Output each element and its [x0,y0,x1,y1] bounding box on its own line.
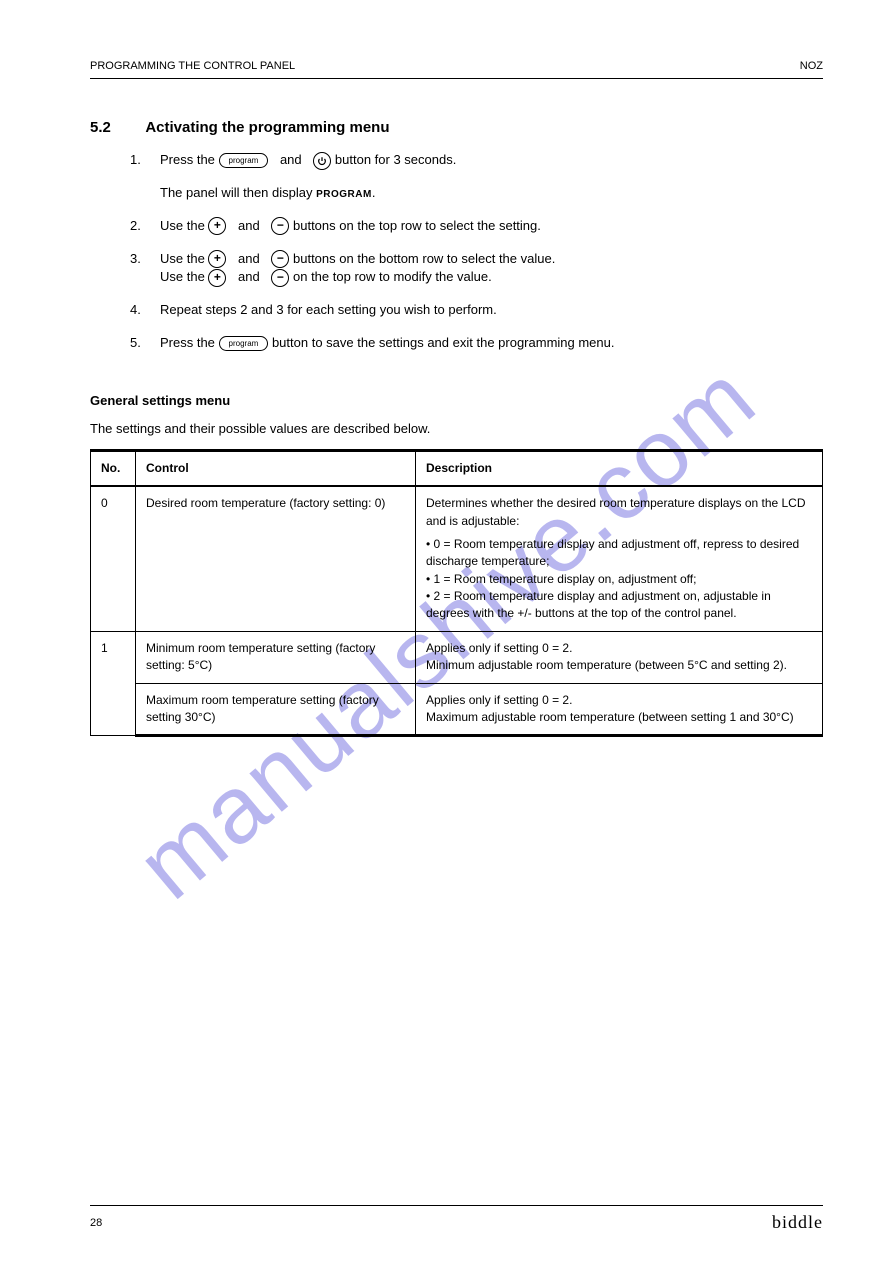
content: PROGRAMMING THE CONTROL PANEL NOZ 5.2 Ac… [90,60,823,737]
section-number: 5.2 [90,119,111,136]
step-number: 5. [90,334,160,353]
table-header-row: No. Control Description [91,450,823,486]
step-text: Press the program button to save the set… [160,334,823,353]
step-1: 1. Press the program and button for 3 se… [90,151,823,170]
cell-desc: Determines whether the desired room temp… [416,486,823,631]
step-text: Press the program and button for 3 secon… [160,151,823,170]
section-title: Activating the programming menu [145,119,389,136]
step-text: The panel will then display PROGRAM. [160,184,823,203]
step-4: 4. Repeat steps 2 and 3 for each setting… [90,301,823,320]
table-row: 0 Desired room temperature (factory sett… [91,486,823,631]
plus-icon: + [208,250,226,268]
step-2: 2. Use the + and − buttons on the top ro… [90,217,823,236]
subheading: General settings menu [90,393,823,408]
step-number: 4. [90,301,160,320]
section-heading: 5.2 Activating the programming menu [90,119,823,137]
plus-icon: + [208,217,226,235]
footer: 28 biddle [90,1205,823,1233]
program-label: PROGRAM [316,189,372,200]
col-no: No. [91,450,136,486]
step-5: 5. Press the program button to save the … [90,334,823,353]
step-number: 2. [90,217,160,236]
paragraph: The settings and their possible values a… [90,420,823,439]
step-number: 3. [90,250,160,288]
cell-control: Desired room temperature (factory settin… [136,486,416,631]
col-control: Control [136,450,416,486]
step-number: 1. [90,151,160,170]
col-description: Description [416,450,823,486]
footer-rule [90,1205,823,1206]
step-3: 3. Use the + and − buttons on the bottom… [90,250,823,288]
step-text: Use the + and − buttons on the top row t… [160,217,823,236]
program-button-icon: program [219,153,269,169]
cell-no: 1 [91,631,136,736]
header-right: NOZ [800,60,823,72]
cell-no: 0 [91,486,136,631]
header-rule [90,78,823,79]
minus-icon: − [271,250,289,268]
header-left: PROGRAMMING THE CONTROL PANEL [90,60,295,72]
power-icon [313,152,331,170]
brand-logo: biddle [772,1212,823,1233]
table-row: 1 Minimum room temperature setting (fact… [91,631,823,683]
page: manualshive.com PROGRAMMING THE CONTROL … [0,0,893,1263]
step-text: Use the + and − buttons on the bottom ro… [160,250,823,288]
step-text: Repeat steps 2 and 3 for each setting yo… [160,301,823,320]
page-number: 28 [90,1217,102,1229]
cell-control: Maximum room temperature setting (factor… [136,683,416,736]
table-row: Maximum room temperature setting (factor… [91,683,823,736]
running-header: PROGRAMMING THE CONTROL PANEL NOZ [90,60,823,72]
program-button-icon: program [219,336,269,352]
minus-icon: − [271,269,289,287]
minus-icon: − [271,217,289,235]
cell-desc: Applies only if setting 0 = 2. Minimum a… [416,631,823,683]
cell-desc: Applies only if setting 0 = 2. Maximum a… [416,683,823,736]
step-display: The panel will then display PROGRAM. [90,184,823,203]
cell-control: Minimum room temperature setting (factor… [136,631,416,683]
settings-table: No. Control Description 0 Desired room t… [90,449,823,738]
plus-icon: + [208,269,226,287]
